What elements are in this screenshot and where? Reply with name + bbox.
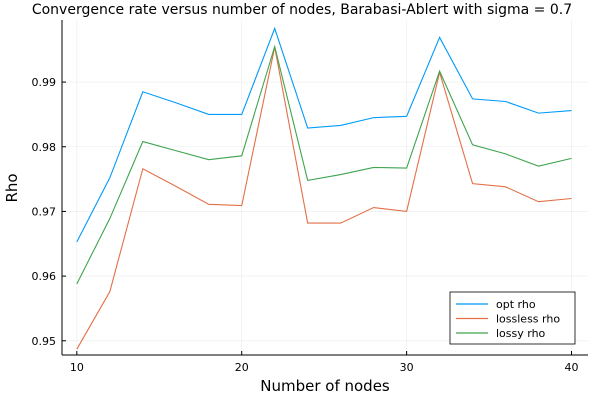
legend-entry-label: lossless rho <box>496 313 560 326</box>
y-axis-title: Rho <box>3 173 21 202</box>
series-line-opt-rho <box>76 26 572 243</box>
x-tick-label: 10 <box>70 361 84 374</box>
x-tick-label: 40 <box>565 361 579 374</box>
y-tick-label: 0.97 <box>32 205 57 218</box>
series-line-lossy-rho <box>76 44 572 285</box>
grid <box>62 20 588 355</box>
y-tick-label: 0.96 <box>32 270 57 283</box>
series-lines <box>76 26 572 350</box>
legend-entry-label: opt rho <box>496 298 536 311</box>
y-tick-label: 0.95 <box>32 335 57 348</box>
x-tick-label: 20 <box>235 361 249 374</box>
axes: 10 20 30 40 0.95 0.96 0.97 0.98 0.99 <box>32 20 588 374</box>
series-line-lossless-rho <box>76 47 572 350</box>
legend-entry-label: lossy rho <box>496 327 546 340</box>
y-tick-label: 0.99 <box>32 76 57 89</box>
x-axis-title: Number of nodes <box>260 377 390 395</box>
y-tick-label: 0.98 <box>32 141 57 154</box>
chart-title: Convergence rate versus number of nodes,… <box>32 2 572 18</box>
x-tick-label: 30 <box>400 361 414 374</box>
